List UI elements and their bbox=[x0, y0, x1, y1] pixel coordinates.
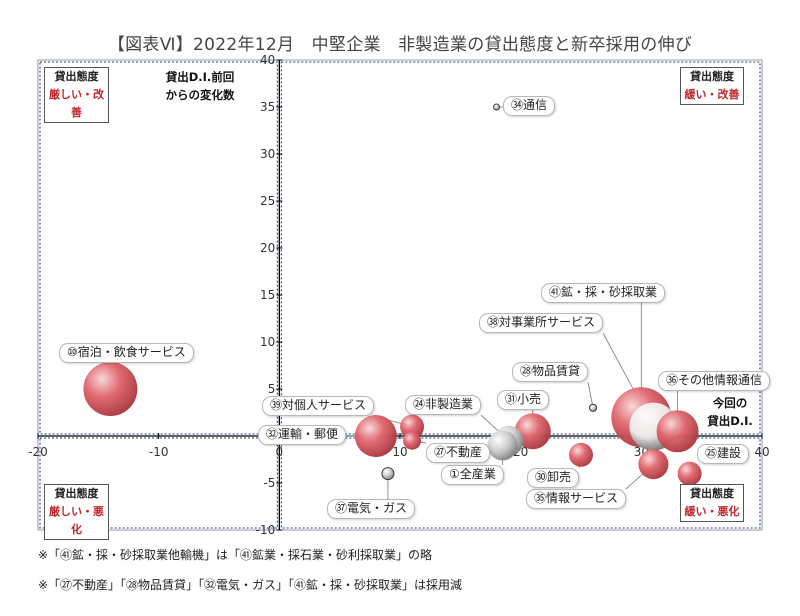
x-axis-label-line2: 貸出D.I. bbox=[707, 414, 753, 428]
chart-title: 【図表Ⅵ】2022年12月 中堅企業 非製造業の貸出態度と新卒採用の伸び bbox=[107, 35, 693, 55]
data-label: ㊳対事業所サービス bbox=[479, 313, 604, 333]
data-label: ㉚卸売 bbox=[527, 468, 580, 488]
bubble-point bbox=[487, 430, 518, 461]
y-tick-label: -10 bbox=[256, 523, 276, 537]
quadrant-bottom-right-line1: 貸出態度 bbox=[690, 487, 734, 500]
y-tick-label: 35 bbox=[260, 100, 275, 114]
footnote-1: ※「㊶鉱・採・砂採取業他輸機」は「㊶鉱業・採石業・砂利採取業」の略 bbox=[38, 548, 433, 562]
data-label: ⑩宿泊・飲食サービス bbox=[59, 343, 194, 363]
quadrant-frame-top-left bbox=[39, 61, 278, 435]
y-tick-label: 20 bbox=[260, 241, 275, 255]
y-axis-label-line1: 貸出D.I.前回 bbox=[165, 70, 235, 84]
x-axis-label-line1: 今回の bbox=[712, 396, 748, 410]
data-label: ㉛小売 bbox=[497, 390, 550, 410]
quadrant-bottom-right-label: 貸出態度 緩い・悪化 bbox=[680, 484, 744, 522]
y-tick-label: 30 bbox=[260, 147, 275, 161]
bubble-point bbox=[400, 414, 425, 439]
quadrant-bottom-left-line2: 厳しい・悪化 bbox=[49, 505, 104, 536]
bubble-point bbox=[381, 467, 395, 481]
data-label: ㉔非製造業 bbox=[405, 395, 482, 415]
y-axis-label: 貸出D.I.前回 からの変化数 bbox=[150, 68, 250, 104]
data-label: ㉞通信 bbox=[503, 96, 556, 116]
quadrant-top-left-line1: 貸出態度 bbox=[54, 70, 99, 83]
data-label: ㉟情報サービス bbox=[526, 489, 627, 509]
data-label: ㉘物品賃貸 bbox=[512, 362, 589, 382]
y-tick-label: 25 bbox=[260, 194, 275, 208]
quadrant-bottom-left-label: 貸出態度 厳しい・悪化 bbox=[44, 484, 109, 540]
bubble-point bbox=[588, 403, 598, 412]
bubble-point bbox=[656, 410, 699, 453]
x-tick-label: 0 bbox=[276, 445, 284, 459]
data-label: ㉜運輸・郵便 bbox=[258, 425, 347, 445]
data-label: ㊴対個人サービス bbox=[262, 396, 375, 416]
y-tick-label: 40 bbox=[260, 53, 275, 67]
y-tick-label: -5 bbox=[263, 476, 275, 490]
bubble-point bbox=[83, 362, 138, 416]
data-label: ㊲電気・ガス bbox=[327, 499, 416, 519]
bubble-point bbox=[677, 461, 702, 486]
data-label: ㊱その他情報通信 bbox=[658, 371, 771, 391]
data-label: ㊶鉱・採・砂採取業 bbox=[541, 283, 666, 303]
y-tick-label: 10 bbox=[260, 335, 275, 349]
data-label: ㉗不動産 bbox=[426, 443, 491, 463]
quadrant-top-right-label: 貸出態度 緩い・改善 bbox=[680, 67, 744, 105]
y-tick-label: 15 bbox=[260, 288, 275, 302]
y-tick-label: 5 bbox=[268, 382, 276, 396]
quadrant-top-right-line1: 貸出態度 bbox=[690, 70, 734, 83]
bubble-point bbox=[569, 442, 593, 467]
x-axis-label: 今回の 貸出D.I. bbox=[700, 394, 760, 430]
quadrant-bottom-left-line1: 貸出態度 bbox=[54, 487, 99, 500]
x-tick-label: -20 bbox=[28, 445, 48, 459]
plot-border bbox=[37, 59, 763, 531]
bubble-point bbox=[403, 431, 422, 450]
quadrant-top-left-line2: 厳しい・改善 bbox=[49, 88, 104, 119]
quadrant-top-left-label: 貸出態度 厳しい・改善 bbox=[44, 67, 109, 123]
y-axis-label-line2: からの変化数 bbox=[165, 88, 235, 102]
quadrant-frame-bottom-left bbox=[39, 437, 278, 529]
bubble-point bbox=[514, 413, 551, 450]
leader-line bbox=[587, 381, 594, 408]
footnote-2: ※「㉗不動産」「㉘物品賃貸」「㉜電気・ガス」「㊶鉱・採・砂採取業」は採用減 bbox=[38, 578, 463, 592]
x-tick-label: 10 bbox=[392, 445, 407, 459]
quadrant-bottom-right-line2: 緩い・悪化 bbox=[684, 505, 740, 518]
quadrant-top-right-line2: 緩い・改善 bbox=[684, 88, 740, 101]
bubble-point bbox=[354, 415, 397, 457]
x-tick-label: -10 bbox=[149, 445, 169, 459]
data-label: ①全産業 bbox=[441, 465, 504, 485]
bubble-point bbox=[493, 103, 501, 111]
x-tick-label: 40 bbox=[754, 445, 769, 459]
data-label: ㉕建設 bbox=[697, 444, 750, 464]
bubble-point bbox=[638, 449, 669, 480]
